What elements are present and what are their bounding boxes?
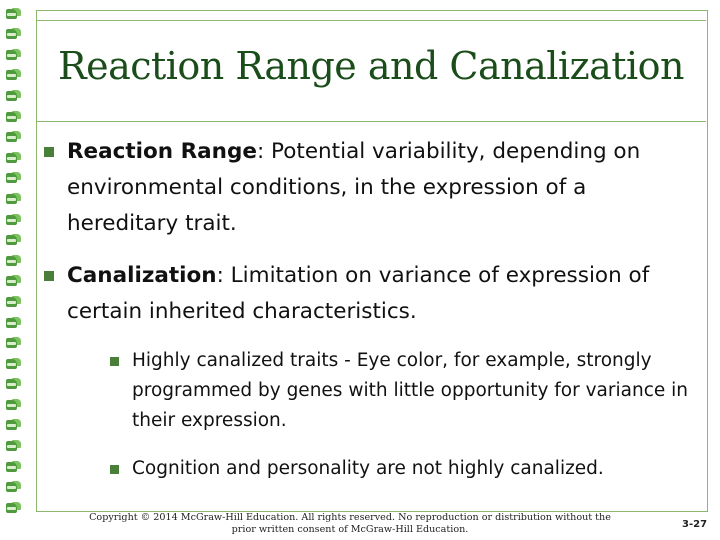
square-bullet-icon [44,271,54,281]
slide-title: Reaction Range and Canalization [57,44,685,88]
bullet-canalization: Canalization: Limitation on variance of … [44,258,704,330]
bullet-text: : Potential variability, depending on en… [67,139,641,236]
strip-tile-icon [4,295,26,309]
footer-line: prior written consent of McGraw-Hill Edu… [231,524,469,535]
strip-tile-icon [4,254,26,268]
square-bullet-icon [110,465,119,474]
strip-tile-icon [4,130,26,144]
strip-tile-icon [4,480,26,494]
decorative-side-strip [0,0,30,540]
bullet-reaction-range: Reaction Range: Potential variability, d… [44,134,704,242]
copyright-footer: Copyright © 2014 McGraw-Hill Education. … [70,512,630,536]
strip-tile-icon [4,233,26,247]
strip-tile-icon [4,418,26,432]
sub-bullet-text: Cognition and personality are not highly… [132,458,604,479]
page-number: 3-27 [682,519,708,530]
strip-tile-icon [4,151,26,165]
strip-tile-icon [4,48,26,62]
sub-bullet-cognition: Cognition and personality are not highly… [110,454,707,484]
strip-tile-icon [4,110,26,124]
strip-tile-icon [4,316,26,330]
strip-tile-icon [4,501,26,515]
strip-tile-icon [4,192,26,206]
strip-tile-icon [4,171,26,185]
bullet-term: Canalization [67,263,217,288]
slide-frame [36,10,708,512]
strip-tile-icon [4,213,26,227]
square-bullet-icon [44,147,54,157]
title-box [36,20,706,122]
strip-tile-icon [4,89,26,103]
sub-bullet-highly-canalized: Highly canalized traits - Eye color, for… [110,346,707,436]
slide-content: Reaction Range: Potential variability, d… [44,134,704,502]
strip-tile-icon [4,27,26,41]
strip-tile-icon [4,68,26,82]
strip-tile-icon [4,377,26,391]
sub-bullet-text: Highly canalized traits - Eye color, for… [132,350,689,431]
square-bullet-icon [110,357,119,366]
footer-line: Copyright © 2014 McGraw-Hill Education. … [89,512,611,523]
strip-tile-icon [4,398,26,412]
strip-tile-icon [4,336,26,350]
bullet-text: : Limitation on variance of expression o… [67,263,650,324]
strip-tile-icon [4,460,26,474]
strip-tile-icon [4,7,26,21]
strip-tile-icon [4,357,26,371]
strip-tile-icon [4,439,26,453]
strip-tile-icon [4,274,26,288]
bullet-term: Reaction Range [67,139,257,164]
